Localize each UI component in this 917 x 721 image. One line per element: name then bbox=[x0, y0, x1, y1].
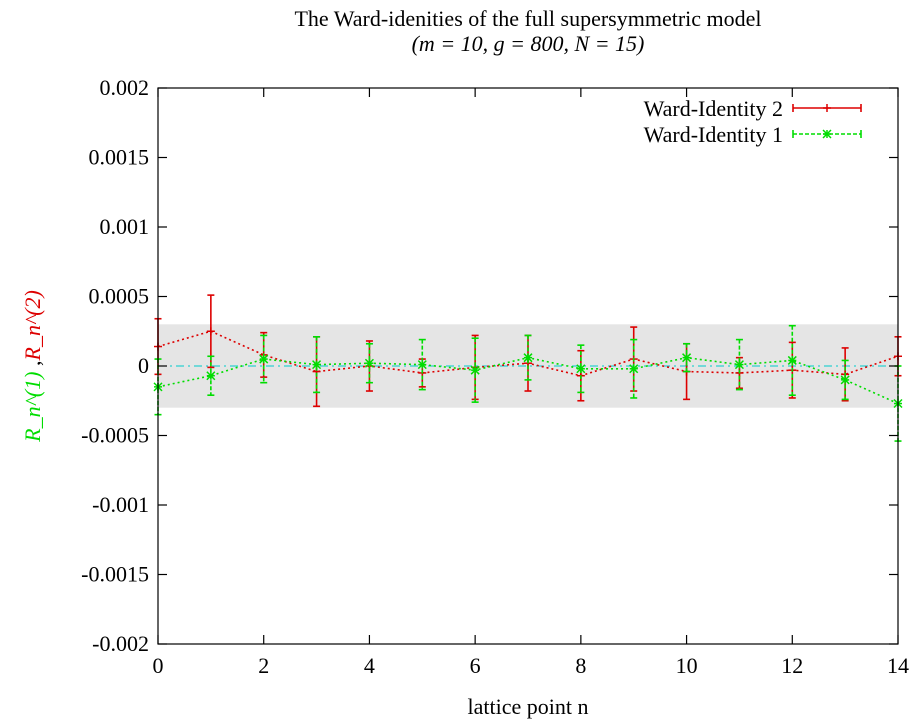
data-point bbox=[523, 353, 533, 363]
x-tick-label: 12 bbox=[781, 653, 803, 678]
x-tick-label: 0 bbox=[153, 653, 164, 678]
data-point bbox=[840, 375, 850, 385]
error-bar bbox=[630, 338, 638, 399]
legend-label-ward-identity-1: Ward-Identity 1 bbox=[644, 122, 783, 147]
data-point bbox=[259, 354, 269, 364]
error-bar bbox=[577, 344, 585, 394]
y-axis-label-r1: R_n^(1) bbox=[20, 372, 45, 443]
chart-title-line-2: (m = 10, g = 800, N = 15) bbox=[412, 31, 645, 56]
legend-marker bbox=[823, 104, 831, 112]
legend-sample-ward-identity-1 bbox=[792, 129, 862, 139]
y-axis-label-r2: R_n^(2) bbox=[20, 290, 45, 361]
legend-sample-ward-identity-2 bbox=[792, 104, 862, 112]
x-tick-label: 6 bbox=[470, 653, 481, 678]
y-tick-label: 0.001 bbox=[100, 214, 150, 239]
legend-label-ward-identity-2: Ward-Identity 2 bbox=[644, 96, 783, 121]
data-point bbox=[682, 353, 692, 363]
y-tick-label: -0.0015 bbox=[81, 562, 149, 587]
y-tick-label: 0 bbox=[138, 353, 149, 378]
legend-marker bbox=[822, 129, 832, 139]
x-tick-label: 8 bbox=[575, 653, 586, 678]
x-axis-label: lattice point n bbox=[468, 694, 589, 719]
y-tick-label: -0.0005 bbox=[81, 423, 149, 448]
data-point bbox=[787, 355, 797, 365]
x-tick-label: 10 bbox=[676, 653, 698, 678]
y-axis-label: R_n^(1) ,R_n^(2) bbox=[20, 290, 45, 443]
data-point bbox=[629, 364, 639, 374]
data-point bbox=[417, 360, 427, 370]
data-point bbox=[206, 371, 216, 381]
data-point bbox=[576, 364, 586, 374]
y-axis-label-separator: , bbox=[20, 361, 45, 372]
data-point bbox=[206, 327, 215, 336]
error-bar bbox=[524, 334, 532, 381]
x-tick-label: 2 bbox=[258, 653, 269, 678]
y-tick-label: 0.0015 bbox=[89, 145, 150, 170]
error-bar bbox=[260, 334, 268, 384]
data-point bbox=[312, 360, 322, 370]
y-tick-label: 0.002 bbox=[100, 75, 150, 100]
x-tick-label: 4 bbox=[364, 653, 375, 678]
data-point bbox=[734, 360, 744, 370]
x-tick-label: 14 bbox=[887, 653, 909, 678]
data-point bbox=[470, 365, 480, 375]
y-tick-label: 0.0005 bbox=[89, 284, 150, 309]
data-point bbox=[364, 358, 374, 368]
error-bar bbox=[788, 324, 796, 396]
legend: Ward-Identity 2 Ward-Identity 1 bbox=[644, 96, 862, 147]
y-tick-label: -0.001 bbox=[92, 492, 149, 517]
chart-title-line-1: The Ward-idenities of the full supersymm… bbox=[294, 6, 761, 31]
y-tick-label: -0.002 bbox=[92, 631, 149, 656]
